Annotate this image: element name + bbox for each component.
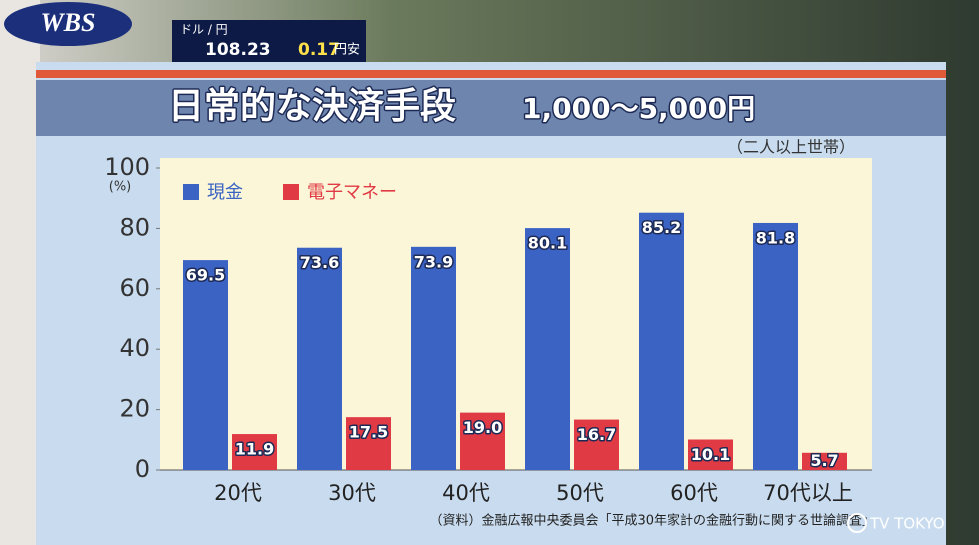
bar [574,419,619,470]
x-tick-label: 70代以上 [763,481,853,505]
chart-subtitle: 1,000〜5,000円 [522,92,755,125]
x-tick-label: 40代 [442,481,490,505]
y-tick-label: 60 [119,274,150,302]
legend-swatch [183,184,199,200]
channel-name: TV TOKYO [869,515,945,533]
value-label: 10.1 [691,445,730,464]
y-tick-label: 0 [135,455,150,483]
bar [232,434,277,470]
bar [688,439,733,470]
y-tick-label: 100 [104,153,150,181]
bar [639,212,684,471]
value-label: 85.2 [642,218,681,237]
legend-label: 現金 [207,182,243,203]
value-label: 69.5 [186,266,225,285]
ticker-value: 108.23 [205,40,271,60]
title-band [36,80,946,136]
value-label: 73.9 [414,252,453,271]
x-tick-label: 60代 [670,481,718,505]
y-tick-label: 40 [119,334,150,362]
chart-note: （二人以上世帯） [727,138,855,157]
channel-icon [847,513,867,533]
x-tick-label: 20代 [214,481,262,505]
presenter-left [0,0,40,545]
value-label: 19.0 [463,418,502,437]
y-unit: (%) [109,180,132,195]
value-label: 11.9 [235,440,274,459]
bar [411,246,456,470]
chart-title: 日常的な決済手段 [168,86,456,127]
ticker-change: 0.17 [298,40,340,60]
bar [346,417,391,470]
ticker-label: ドル / 円 [180,23,228,37]
value-label: 16.7 [577,425,616,444]
value-label: 73.6 [300,253,339,272]
value-label: 81.8 [756,228,795,247]
y-tick-label: 20 [119,395,150,423]
bar [460,412,505,470]
x-tick-label: 30代 [328,481,376,505]
value-label: 5.7 [810,451,838,470]
bar [183,260,228,470]
ticker-direction: 円安 [334,43,360,58]
bar [802,452,847,470]
legend-swatch [283,184,299,200]
logo: WBS [41,8,96,37]
logo-badge [4,2,132,46]
bar [297,247,342,470]
bar [753,222,798,470]
ticker-box [172,20,366,62]
bar [525,228,570,470]
legend-label: 電子マネー [307,182,397,203]
value-label: 17.5 [349,423,388,442]
x-tick-label: 50代 [556,481,604,505]
value-label: 80.1 [528,234,567,253]
source-note: （資料）金融広報中央委員会「平成30年家計の金融行動に関する世論調査」 [429,513,875,529]
y-tick-label: 80 [119,213,150,241]
accent-stripe [36,70,946,78]
